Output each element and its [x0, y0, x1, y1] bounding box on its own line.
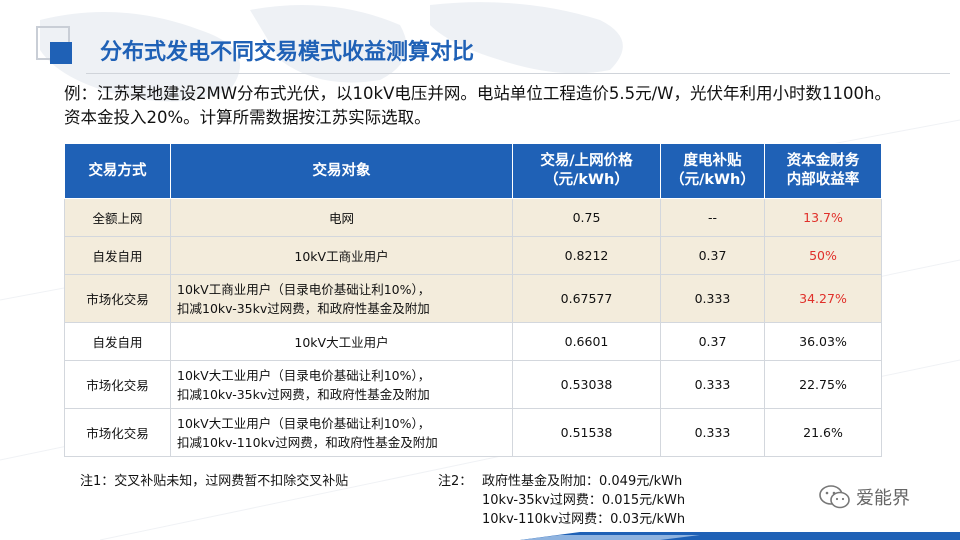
cell-irr: 13.7%	[764, 198, 882, 237]
cell-subsidy: 0.37	[660, 236, 765, 275]
cell-mode: 自发自用	[64, 236, 171, 275]
cell-price: 0.8212	[512, 236, 661, 275]
table-row: 全额上网 电网 0.75 -- 13.7%	[64, 198, 882, 237]
table-row: 市场化交易 10kV大工业用户（目录电价基础让利10%）， 扣减10kv-110…	[64, 408, 882, 457]
cell-object-line2: 扣减10kv-35kv过网费，和政府性基金及附加	[177, 300, 430, 316]
watermark: 爱能界	[818, 484, 910, 510]
cell-price: 0.51538	[512, 408, 661, 457]
table-header-row: 交易方式 交易对象 交易/上网价格 （元/kWh） 度电补贴 （元/kWh） 资…	[64, 143, 882, 199]
watermark-text: 爱能界	[856, 488, 910, 509]
header-subsidy-line2: （元/kWh）	[670, 172, 755, 188]
wechat-icon	[819, 485, 850, 509]
header-mode-label: 交易方式	[88, 162, 147, 179]
cell-object-line1: 10kV工商业用户（目录电价基础让利10%），	[177, 281, 431, 297]
cell-object: 10kV大工业用户（目录电价基础让利10%）， 扣减10kv-35kv过网费，和…	[170, 360, 513, 409]
cell-object-line2: 扣减10kv-110kv过网费，和政府性基金及附加	[177, 434, 438, 450]
header-subsidy-line1: 度电补贴	[683, 153, 742, 169]
table-row: 市场化交易 10kV工商业用户（目录电价基础让利10%）， 扣减10kv-35k…	[64, 274, 882, 323]
cell-price: 0.67577	[512, 274, 661, 323]
cell-subsidy: 0.333	[660, 274, 765, 323]
cell-object: 10kV大工业用户（目录电价基础让利10%）， 扣减10kv-110kv过网费，…	[170, 408, 513, 457]
cell-irr: 22.75%	[764, 360, 882, 409]
header-object: 交易对象	[170, 143, 513, 199]
title-bar: 分布式发电不同交易模式收益测算对比	[36, 26, 950, 74]
cell-object: 电网	[170, 198, 513, 237]
cell-object: 10kV工商业用户（目录电价基础让利10%）， 扣减10kv-35kv过网费，和…	[170, 274, 513, 323]
intro-paragraph: 例：江苏某地建设2MW分布式光伏，以10kV电压并网。电站单位工程造价5.5元/…	[64, 84, 891, 127]
title-decoration-square	[50, 42, 72, 64]
note-1: 注1：交叉补贴未知，过网费暂不扣除交叉补贴	[80, 474, 349, 489]
table-row: 自发自用 10kV工商业用户 0.8212 0.37 50%	[64, 236, 882, 275]
cell-irr: 21.6%	[764, 408, 882, 457]
cell-mode: 自发自用	[64, 322, 171, 361]
header-irr-line1: 资本金财务	[786, 153, 860, 169]
header-irr-line2: 内部收益率	[786, 172, 860, 188]
cell-irr: 36.03%	[764, 322, 882, 361]
header-price-line1: 交易/上网价格	[540, 153, 633, 169]
cell-subsidy: 0.37	[660, 322, 765, 361]
header-object-label: 交易对象	[312, 162, 371, 179]
note-2-lines: 政府性基金及附加：0.049元/kWh 10kv-35kv过网费：0.015元/…	[482, 472, 685, 529]
note-2-line: 政府性基金及附加：0.049元/kWh	[482, 474, 683, 489]
header-subsidy: 度电补贴 （元/kWh）	[660, 143, 765, 199]
cell-mode: 全额上网	[64, 198, 171, 237]
revenue-comparison-table: 交易方式 交易对象 交易/上网价格 （元/kWh） 度电补贴 （元/kWh） 资…	[64, 143, 882, 457]
cell-price: 0.6601	[512, 322, 661, 361]
header-irr: 资本金财务 内部收益率	[764, 143, 882, 199]
cell-mode: 市场化交易	[64, 360, 171, 409]
title-divider	[86, 73, 950, 74]
bottom-decoration-stripe	[520, 532, 960, 540]
cell-price: 0.53038	[512, 360, 661, 409]
cell-object: 10kV工商业用户	[170, 236, 513, 275]
cell-price: 0.75	[512, 198, 661, 237]
cell-subsidy: --	[660, 198, 765, 237]
slide-title: 分布式发电不同交易模式收益测算对比	[100, 40, 475, 65]
header-price-line2: （元/kWh）	[544, 172, 629, 188]
cell-subsidy: 0.333	[660, 360, 765, 409]
cell-irr: 50%	[764, 236, 882, 275]
cell-object: 10kV大工业用户	[170, 322, 513, 361]
table-row: 市场化交易 10kV大工业用户（目录电价基础让利10%）， 扣减10kv-35k…	[64, 360, 882, 409]
header-price: 交易/上网价格 （元/kWh）	[512, 143, 661, 199]
cell-irr: 34.27%	[764, 274, 882, 323]
cell-object-line2: 扣减10kv-35kv过网费，和政府性基金及附加	[177, 386, 430, 402]
cell-object-line1: 10kV大工业用户（目录电价基础让利10%），	[177, 367, 431, 383]
note-2-line: 10kv-110kv过网费：0.03元/kWh	[482, 512, 686, 527]
note-2-label: 注2：	[438, 474, 473, 489]
header-mode: 交易方式	[64, 143, 171, 199]
cell-object-line1: 10kV大工业用户（目录电价基础让利10%），	[177, 415, 431, 431]
cell-subsidy: 0.333	[660, 408, 765, 457]
note-2-line: 10kv-35kv过网费：0.015元/kWh	[482, 493, 686, 508]
cell-mode: 市场化交易	[64, 274, 171, 323]
table-row: 自发自用 10kV大工业用户 0.6601 0.37 36.03%	[64, 322, 882, 361]
cell-mode: 市场化交易	[64, 408, 171, 457]
